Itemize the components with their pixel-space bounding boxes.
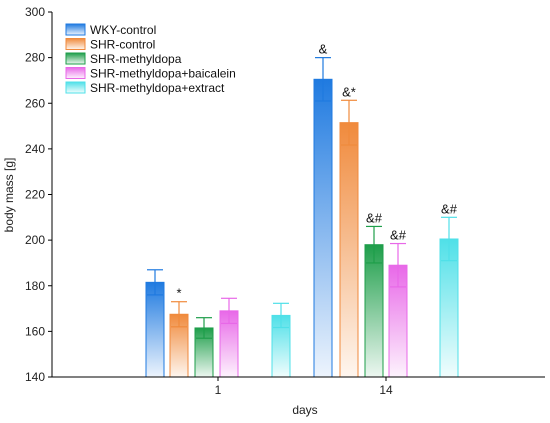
- significance-label: &#: [366, 210, 383, 225]
- significance-label: &#: [390, 228, 407, 243]
- bar-shr-control-day-14: [339, 122, 359, 378]
- legend-swatch: [65, 38, 86, 50]
- legend-swatch: [65, 52, 86, 65]
- legend-swatch: [65, 81, 86, 94]
- legend: WKY-controlSHR-controlSHR-methyldopaSHR-…: [65, 23, 236, 95]
- x-axis-label: days: [292, 403, 317, 417]
- legend-label: SHR-methyldopa+baicalein: [90, 67, 236, 81]
- legend-label: SHR-methyldopa: [90, 52, 182, 66]
- y-tick-label: 280: [25, 51, 45, 65]
- legend-label: SHR-methyldopa+extract: [90, 81, 225, 95]
- bar-wky-control-day-1: [145, 281, 165, 378]
- y-tick-label: 220: [25, 188, 45, 202]
- y-tick-label: 180: [25, 279, 45, 293]
- significance-label: &#: [441, 201, 458, 216]
- y-tick-label: 140: [25, 370, 45, 384]
- x-tick-label: 14: [379, 383, 393, 397]
- significance-label: &: [319, 42, 328, 57]
- significance-label: &*: [342, 84, 356, 99]
- x-tick-label: 1: [215, 383, 222, 397]
- y-tick-label: 200: [25, 233, 45, 247]
- y-tick-label: 300: [25, 5, 45, 19]
- y-tick-label: 260: [25, 96, 45, 110]
- bar-shr-methyldopa-day-14: [364, 244, 384, 378]
- legend-swatch: [65, 23, 86, 36]
- significance-label: *: [176, 286, 181, 301]
- y-axis-label: body mass [g]: [2, 158, 16, 233]
- y-tick-label: 160: [25, 324, 45, 338]
- legend-swatch: [65, 67, 86, 79]
- bar-wky-control-day-14: [313, 78, 333, 378]
- legend-label: WKY-control: [90, 23, 156, 37]
- y-tick-label: 240: [25, 142, 45, 156]
- legend-label: SHR-control: [90, 38, 155, 52]
